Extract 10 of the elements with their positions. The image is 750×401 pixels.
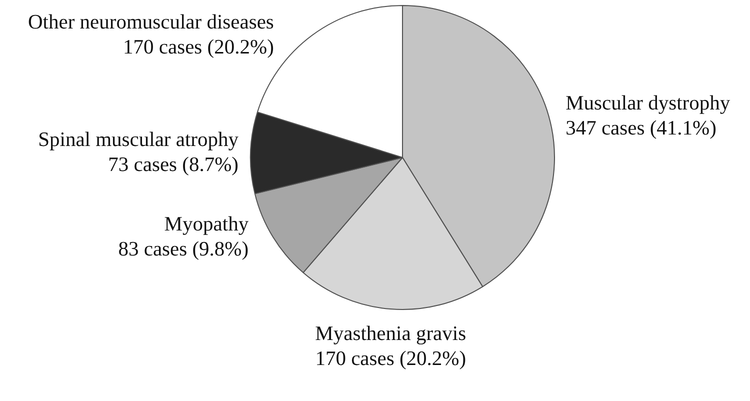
slice-label: Myopathy	[164, 213, 250, 236]
slice-label: Other neuromuscular diseases	[28, 11, 274, 34]
data-label: 73 cases (8.7%)	[108, 154, 238, 176]
data-label: 83 cases (9.8%)	[118, 238, 249, 260]
slice-label: Muscular dystrophy	[566, 92, 731, 114]
slice-label: Myasthenia gravis	[315, 323, 466, 345]
slice-label: Spinal muscular atrophy	[38, 129, 240, 152]
data-label: 347 cases (41.1%)	[566, 117, 716, 140]
data-label: 170 cases (20.2%)	[123, 36, 274, 58]
data-label: 170 cases (20.2%)	[315, 348, 466, 370]
